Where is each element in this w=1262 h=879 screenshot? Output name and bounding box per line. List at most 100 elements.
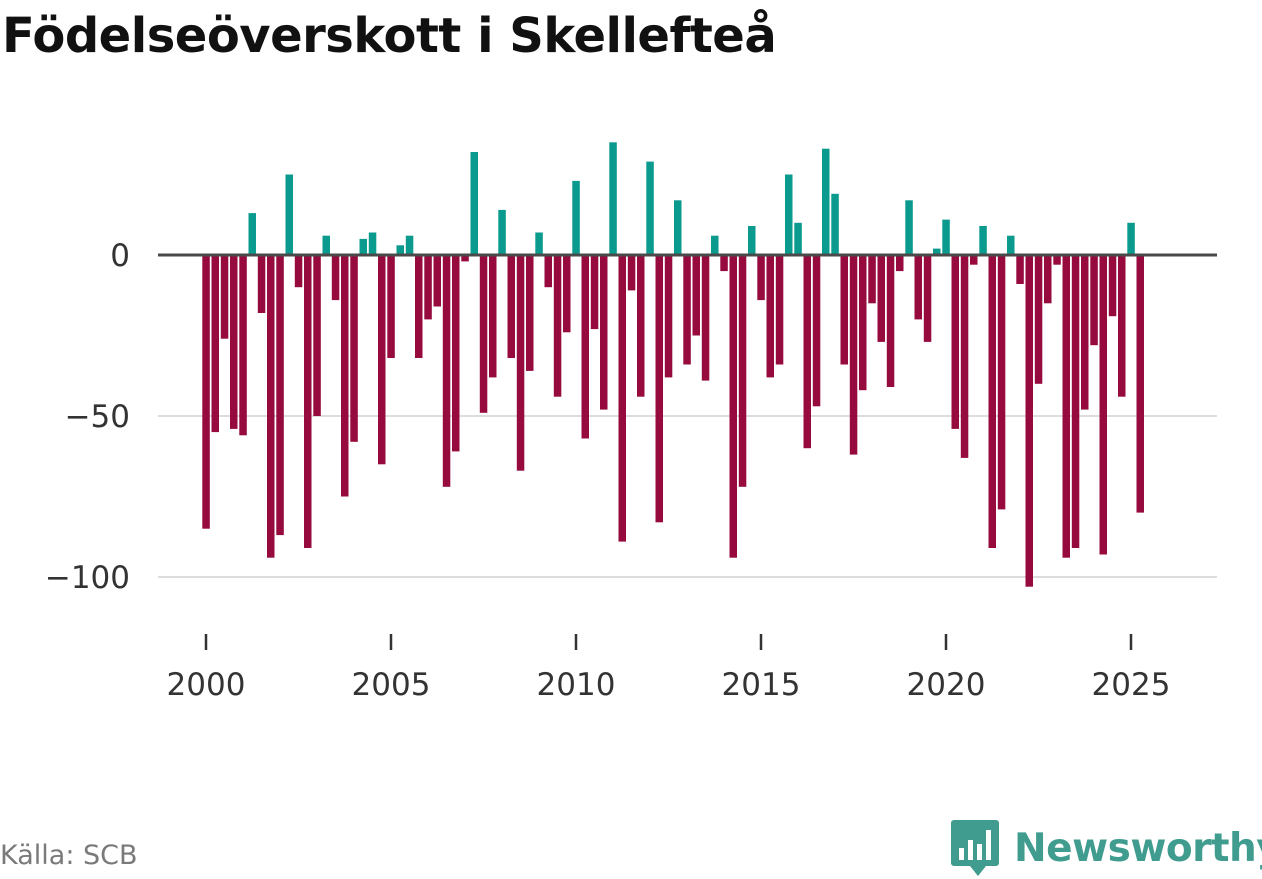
bar: [609, 142, 617, 255]
bar: [840, 255, 848, 365]
bar-chart: 0 −50 −100 2000 2005 2010 2015 2020 2025: [45, 142, 1217, 703]
bar: [942, 219, 950, 255]
bar: [378, 255, 386, 465]
x-tick-label: 2025: [1092, 667, 1171, 703]
bar: [313, 255, 321, 416]
bar: [433, 255, 441, 307]
bar: [988, 255, 996, 548]
bar: [452, 255, 460, 452]
bar: [1044, 255, 1052, 304]
bar: [627, 255, 636, 291]
bar: [960, 255, 969, 458]
bar: [1007, 235, 1015, 255]
bar: [415, 255, 423, 358]
bar: [1136, 255, 1144, 513]
bar: [230, 255, 238, 429]
bar: [489, 255, 497, 378]
bar: [701, 255, 710, 381]
bar: [748, 226, 756, 255]
bar: [831, 193, 839, 255]
bar: [1099, 255, 1107, 555]
bar: [1053, 255, 1061, 265]
y-tick-label: −50: [65, 399, 130, 435]
bar: [304, 255, 312, 548]
bar: [979, 226, 987, 255]
bar: [285, 174, 293, 255]
y-axis-labels: 0 −50 −100: [45, 238, 130, 596]
bar: [664, 255, 673, 378]
bar: [794, 222, 802, 255]
bar: [766, 255, 774, 378]
bar: [220, 255, 229, 339]
bar: [387, 255, 395, 358]
x-axis: 2000 2005 2010 2015 2020 2025: [167, 634, 1171, 703]
brand-logo[interactable]: Newsworthy: [950, 818, 1262, 878]
bar: [757, 255, 765, 301]
bar: [461, 255, 469, 262]
y-tick-label: 0: [110, 238, 130, 274]
bar: [1118, 255, 1126, 397]
bar: [683, 255, 691, 365]
grid-lines: [158, 415, 1217, 578]
x-tick-label: 2015: [722, 667, 801, 703]
bar: [553, 255, 562, 397]
bar: [923, 255, 932, 342]
bar: [590, 255, 599, 330]
bar: [1081, 255, 1089, 410]
x-tick-label: 2005: [352, 667, 431, 703]
bar: [738, 255, 747, 487]
bar: [1016, 255, 1024, 284]
bar: [849, 255, 858, 455]
bar: [267, 255, 275, 558]
bar: [1127, 222, 1135, 255]
bar: [637, 255, 645, 397]
bar: [276, 255, 284, 536]
bar: [424, 255, 432, 320]
bar: [470, 152, 478, 255]
bar: [905, 200, 913, 255]
bar: [368, 232, 377, 255]
bar: [396, 245, 404, 255]
bar: [257, 255, 266, 313]
bar: [970, 255, 978, 265]
bar: [618, 255, 626, 542]
bar: [563, 255, 571, 333]
bar: [1090, 255, 1098, 346]
bar: [516, 255, 525, 471]
bar: [507, 255, 515, 358]
bar: [1025, 255, 1033, 587]
bar: [859, 255, 867, 391]
brand-name: Newsworthy: [1014, 825, 1262, 871]
bar: [294, 255, 303, 288]
bar: [239, 255, 247, 436]
x-tick-label: 2020: [907, 667, 986, 703]
bar: [405, 235, 414, 255]
bar: [535, 232, 543, 255]
bar: [720, 255, 728, 272]
bar: [359, 238, 367, 255]
bar: [646, 161, 654, 255]
bar: [868, 255, 876, 304]
newsworthy-logo-icon: [951, 820, 999, 876]
bars: [202, 142, 1144, 587]
bar: [785, 174, 793, 255]
y-tick-label: −100: [45, 560, 130, 596]
bar: [997, 255, 1006, 510]
bar: [211, 255, 219, 433]
bar: [933, 248, 941, 255]
bar: [655, 255, 663, 523]
x-tick-label: 2010: [537, 667, 616, 703]
bar: [877, 255, 885, 342]
bar: [951, 255, 959, 429]
bar: [674, 200, 682, 255]
bar: [341, 255, 349, 497]
bar: [322, 235, 330, 255]
source-note: Källa: SCB: [0, 840, 138, 871]
bar: [600, 255, 608, 410]
bar: [812, 255, 821, 407]
bar: [692, 255, 700, 336]
bar: [711, 235, 719, 255]
bar: [1071, 255, 1080, 548]
chart-title: Födelseöverskott i Skellefteå: [2, 8, 777, 64]
bar: [803, 255, 811, 449]
